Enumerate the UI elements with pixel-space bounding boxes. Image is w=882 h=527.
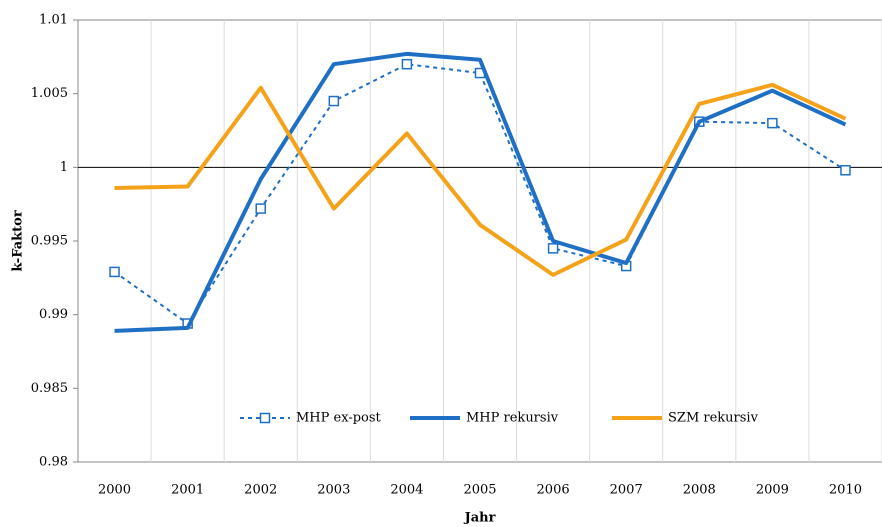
x-tick-label: 2010 [829, 483, 862, 498]
x-tick-label: 2003 [317, 483, 350, 498]
x-tick-label: 2005 [463, 483, 496, 498]
y-tick-label: 0.99 [39, 307, 68, 322]
x-axis-label: Jahr [464, 511, 496, 526]
marker [840, 165, 851, 176]
x-tick-label: 2006 [537, 483, 570, 498]
marker [328, 95, 340, 107]
y-tick-label: 0.995 [31, 234, 68, 249]
marker [109, 266, 120, 278]
series-line [114, 82, 847, 277]
x-tick-label: 2001 [171, 483, 204, 498]
x-tick-label: 2007 [610, 483, 643, 498]
marker [255, 203, 266, 214]
y-tick-label: 1 [60, 160, 68, 175]
marker [767, 117, 778, 129]
series-line [114, 51, 847, 333]
marker [401, 58, 413, 70]
legend-label: MHP rekursiv [466, 411, 559, 426]
legend-label: SZM rekursiv [668, 411, 759, 426]
legend-marker [259, 412, 271, 424]
y-tick-label: 0.985 [31, 381, 68, 396]
x-tick-label: 2002 [244, 483, 277, 498]
legend-label: MHP ex-post [296, 411, 382, 426]
x-tick-label: 2000 [98, 483, 131, 498]
x-tick-label: 2004 [390, 483, 423, 498]
x-tick-label: 2008 [683, 483, 716, 498]
marker [547, 243, 559, 254]
y-tick-label: 0.98 [39, 455, 68, 470]
x-tick-label: 2009 [756, 483, 789, 498]
y-tick-label: 1.01 [39, 13, 68, 28]
y-tick-label: 1.005 [31, 86, 68, 101]
y-axis-label: k-Faktor [11, 210, 26, 272]
series-line [113, 63, 846, 325]
